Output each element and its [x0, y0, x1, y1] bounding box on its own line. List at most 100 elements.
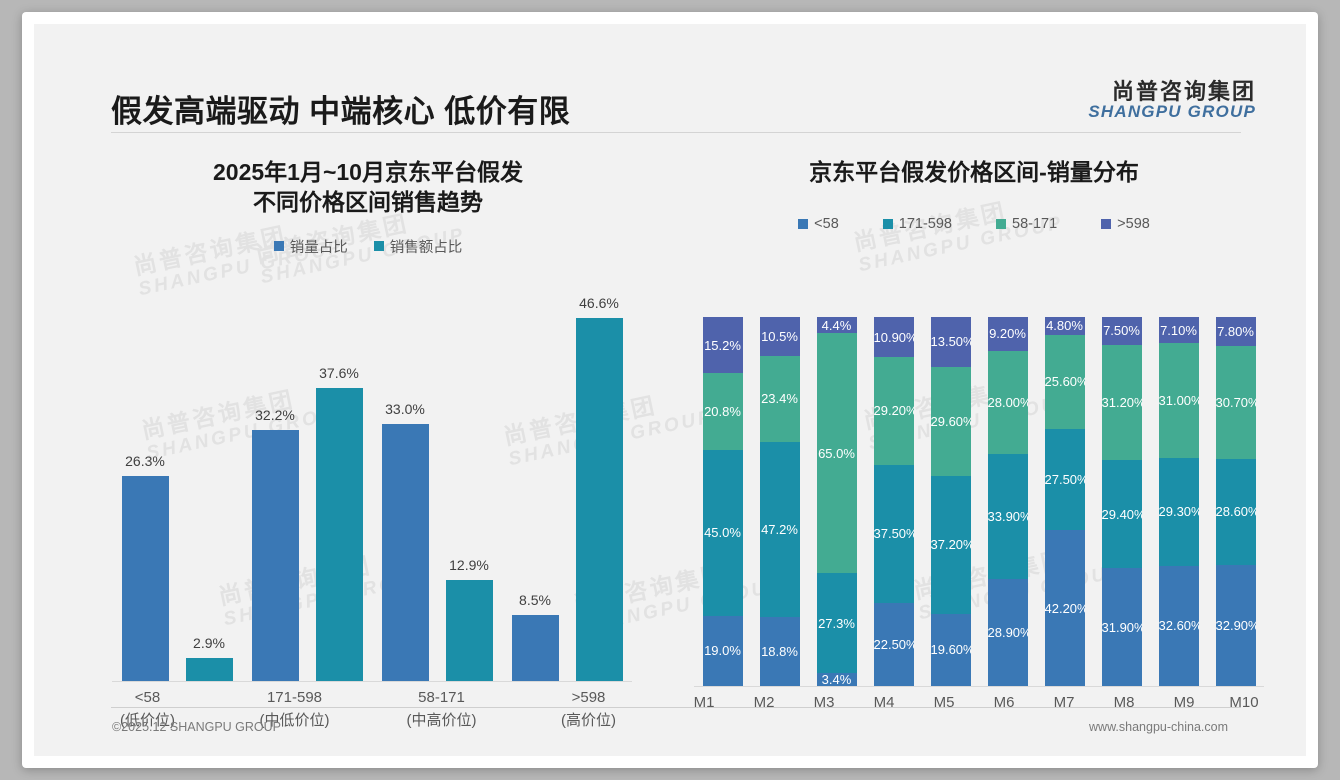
bar-column[interactable]: 46.6% — [575, 292, 623, 681]
bar[interactable] — [185, 658, 233, 681]
stack-segment[interactable]: 30.70% — [1215, 345, 1256, 460]
stack-segment[interactable]: 25.60% — [1044, 334, 1085, 430]
bar-column[interactable]: 26.3% — [121, 292, 169, 681]
stack-segment[interactable]: 28.00% — [987, 350, 1028, 455]
stack-segment[interactable]: 31.00% — [1158, 343, 1199, 458]
x-axis-label: 171-598 (中低价位) — [221, 687, 368, 732]
stack-segment[interactable]: 9.20% — [987, 317, 1028, 351]
stack-segment[interactable]: 23.4% — [759, 355, 800, 443]
stack-segment[interactable]: 31.90% — [1101, 568, 1142, 686]
stack-segment[interactable]: 7.50% — [1101, 317, 1142, 345]
stack-segment[interactable]: 33.90% — [987, 454, 1028, 580]
stack-segment[interactable]: 28.60% — [1215, 459, 1256, 565]
bar-column[interactable]: 32.2% — [251, 292, 299, 681]
x-axis-label: 58-171 (中高价位) — [368, 687, 515, 732]
x-axis-label-range: 58-171 — [418, 689, 465, 706]
legend-item-over-598[interactable]: >598 — [1101, 216, 1150, 232]
bar[interactable] — [251, 429, 299, 681]
stack-segment[interactable]: 47.2% — [759, 442, 800, 617]
stack-segment[interactable]: 31.20% — [1101, 344, 1142, 460]
segment-value-label: 4.4% — [821, 317, 852, 333]
left-chart-title-line2: 不同价格区间销售趋势 — [253, 188, 483, 215]
stacked-column[interactable]: 15.2% 20.8% 45.0% 19.0% — [694, 317, 751, 686]
stack-segment[interactable]: 4.80% — [1044, 317, 1085, 335]
legend-item-sales-amount[interactable]: 销售额占比 — [373, 236, 462, 257]
stack-segment[interactable]: 27.50% — [1044, 429, 1085, 531]
bar[interactable] — [511, 614, 559, 681]
stacked-column[interactable]: 4.80% 25.60% 27.50% 42.20% — [1036, 317, 1093, 686]
stack-segment[interactable]: 7.80% — [1215, 317, 1256, 346]
bar[interactable] — [575, 317, 623, 681]
stacked-column[interactable]: 10.5% 23.4% 47.2% 18.8% — [751, 317, 808, 686]
stack-segment[interactable]: 37.50% — [873, 464, 914, 604]
segment-value-label: 28.00% — [987, 395, 1028, 411]
stack-segment[interactable]: 10.90% — [873, 317, 914, 358]
x-axis-label: M3 — [813, 694, 835, 711]
bar-column[interactable]: 37.6% — [315, 292, 363, 681]
stack-segment[interactable]: 18.8% — [759, 616, 800, 686]
bar[interactable] — [381, 423, 429, 681]
bar-column[interactable]: 12.9% — [445, 292, 493, 681]
stack-segment[interactable]: 29.40% — [1101, 459, 1142, 569]
stack-segment[interactable]: 15.2% — [702, 317, 743, 374]
stack-segment[interactable]: 29.30% — [1158, 457, 1199, 566]
x-axis-label-tier: (高价位) — [561, 711, 616, 729]
segment-value-label: 28.90% — [987, 625, 1028, 641]
header-divider — [111, 132, 1241, 133]
stack-segment[interactable]: 19.60% — [930, 613, 971, 687]
x-axis-line — [694, 686, 1264, 687]
stacked-column[interactable]: 7.50% 31.20% 29.40% 31.90% — [1093, 317, 1150, 686]
legend-item-sales-volume[interactable]: 销量占比 — [273, 236, 348, 257]
legend-item-58-171[interactable]: 58-171 — [996, 216, 1057, 232]
stack-segment[interactable]: 37.20% — [930, 476, 971, 614]
segment-value-label: 3.4% — [821, 672, 852, 688]
logo-cn-text: 尚普咨询集团 — [1111, 79, 1256, 104]
stack-segment[interactable]: 29.60% — [930, 366, 971, 477]
stacked-column[interactable]: 13.50% 29.60% 37.20% 19.60% — [922, 317, 979, 687]
stack-segment[interactable]: 3.4% — [816, 672, 857, 688]
stack-segment[interactable]: 28.90% — [987, 579, 1028, 686]
stack-segment[interactable]: 65.0% — [816, 333, 857, 573]
segment-value-label: 15.2% — [704, 337, 741, 353]
legend-swatch-icon — [1101, 218, 1112, 229]
page-title: 假发高端驱动 中端核心 低价有限 — [111, 94, 571, 129]
right-chart-title: 京东平台假发价格区间-销量分布 — [809, 159, 1139, 185]
segment-value-label: 10.5% — [761, 328, 798, 344]
stack-segment[interactable]: 22.50% — [873, 603, 914, 686]
bar-column[interactable]: 33.0% — [381, 292, 429, 681]
stack-segment[interactable]: 7.10% — [1158, 317, 1199, 344]
stack-segment[interactable]: 27.3% — [816, 572, 857, 674]
stack-segment[interactable]: 13.50% — [930, 317, 971, 367]
stacked-column[interactable]: 4.4% 65.0% 27.3% 3.4% — [808, 317, 865, 688]
stacked-column[interactable]: 7.80% 30.70% 28.60% 32.90% — [1207, 317, 1264, 686]
stacked-column[interactable]: 7.10% 31.00% 29.30% 32.60% — [1150, 317, 1207, 687]
stack-segment[interactable]: 10.5% — [759, 317, 800, 356]
segment-value-label: 22.50% — [873, 637, 914, 653]
bar-value-label: 46.6% — [579, 294, 619, 311]
stacked-column[interactable]: 9.20% 28.00% 33.90% 28.90% — [979, 317, 1036, 686]
bar[interactable] — [315, 387, 363, 681]
stack-segment[interactable]: 42.20% — [1044, 530, 1085, 686]
stack-segment[interactable]: 29.20% — [873, 357, 914, 465]
stack-segment[interactable]: 45.0% — [702, 449, 743, 616]
legend-swatch-icon — [273, 241, 284, 252]
stacked-bar-plot: 15.2% 20.8% 45.0% 19.0% 10.5% 23.4% 47.2% 18.8%… — [694, 317, 1264, 687]
bar-column[interactable]: 2.9% — [185, 292, 233, 681]
segment-value-label: 37.50% — [873, 526, 914, 542]
bar-column[interactable]: 8.5% — [511, 292, 559, 681]
legend-item-under-58[interactable]: <58 — [798, 216, 839, 232]
stack-segment[interactable]: 4.4% — [816, 317, 857, 334]
segment-value-label: 18.8% — [761, 643, 798, 659]
stack-segment[interactable]: 32.90% — [1215, 564, 1256, 686]
stack-segment[interactable]: 20.8% — [702, 373, 743, 450]
stack-segment[interactable]: 32.60% — [1158, 565, 1199, 687]
segment-value-label: 31.90% — [1101, 619, 1142, 635]
brand-logo: 尚普咨询集团 SHANGPU GROUP — [1088, 80, 1256, 121]
segment-value-label: 31.20% — [1101, 394, 1142, 410]
legend-item-171-598[interactable]: 171-598 — [882, 216, 952, 232]
bar-value-label: 32.2% — [255, 406, 295, 423]
stack-segment[interactable]: 19.0% — [702, 615, 743, 686]
bar[interactable] — [121, 475, 169, 681]
stacked-column[interactable]: 10.90% 29.20% 37.50% 22.50% — [865, 317, 922, 686]
bar[interactable] — [445, 580, 493, 681]
